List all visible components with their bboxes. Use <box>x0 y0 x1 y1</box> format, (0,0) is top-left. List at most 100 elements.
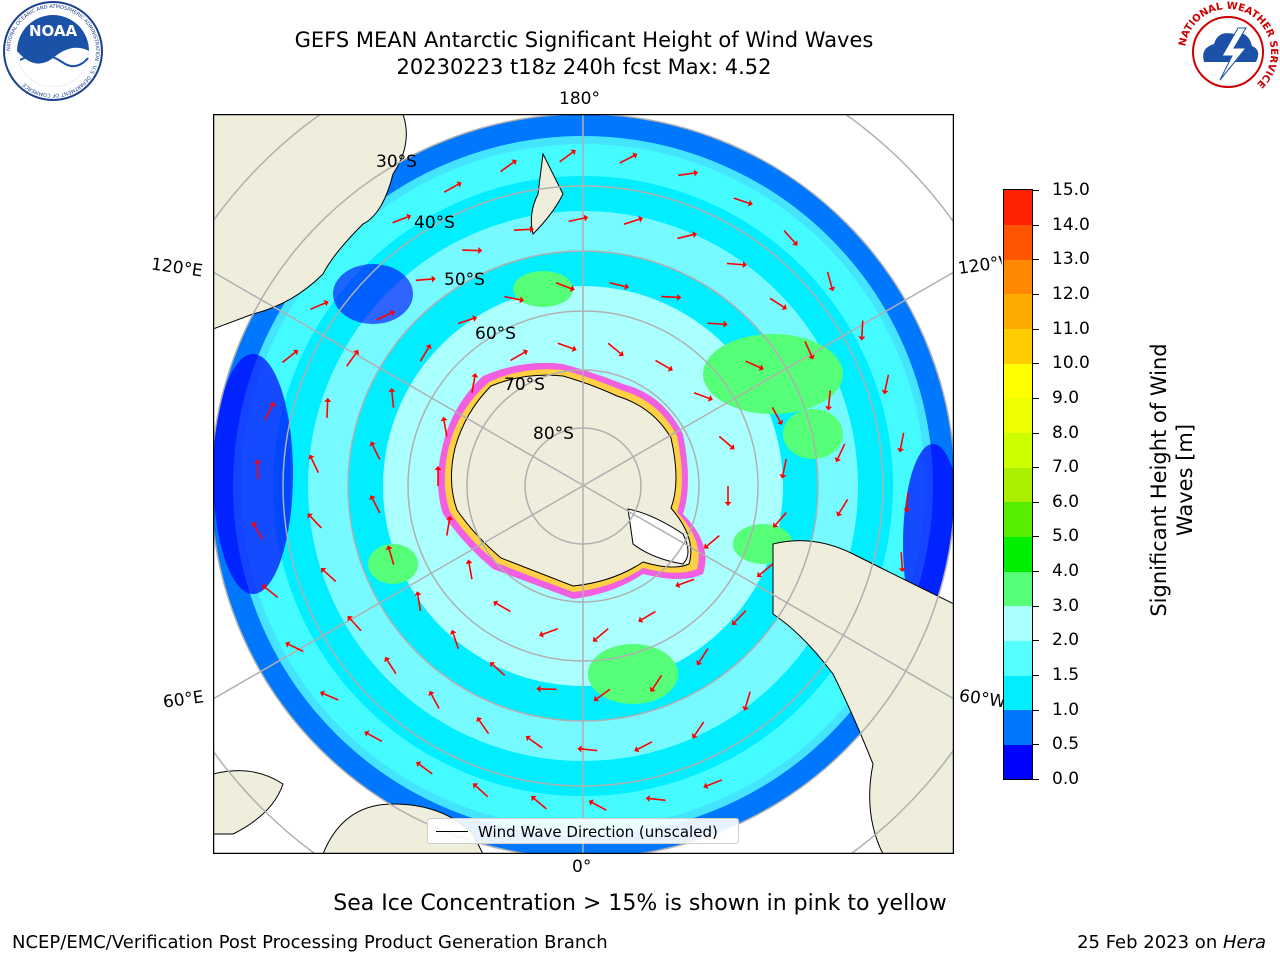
wave-arrow-head <box>756 571 763 578</box>
sea-ice-note: Sea Ice Concentration > 15% is shown in … <box>333 891 947 916</box>
wave-arrow-shaft <box>533 798 547 810</box>
colorbar-tick <box>1033 744 1039 746</box>
colorbar-tick-label: 1.0 <box>1052 699 1080 720</box>
wave-arrow-head <box>384 656 391 663</box>
colorbar-segment <box>1004 397 1032 434</box>
colorbar-tick-label: 4.0 <box>1052 561 1080 582</box>
wave-arrow-shaft <box>323 570 337 583</box>
colorbar-tick-label: 15.0 <box>1052 180 1090 200</box>
wave-arrow-shaft <box>775 512 787 526</box>
wave-arrow-head <box>385 545 393 551</box>
wave-arrow-head <box>269 402 276 408</box>
wave-arrow-shaft <box>555 282 572 290</box>
wave-arrow-head <box>724 502 732 506</box>
wave-arrow-head <box>696 660 703 666</box>
wave-arrow-shaft <box>264 586 279 598</box>
wave-arrow-shaft <box>619 155 635 164</box>
wave-arrow-shaft <box>771 406 781 422</box>
wave-arrow-shaft <box>591 801 607 811</box>
wave-arrow-head <box>707 395 713 402</box>
wave-arrow-head <box>618 350 624 357</box>
legend-line-swatch <box>436 831 468 833</box>
colorbar-tick <box>1033 432 1039 434</box>
wave-arrow-head <box>758 364 764 371</box>
wave-arrow-head <box>456 181 462 188</box>
wave-arrow-head <box>773 522 779 528</box>
wave-arrow-head <box>577 745 582 753</box>
colorbar-tick <box>1033 605 1039 607</box>
colorbar-segment <box>1004 293 1032 330</box>
wave-arrow-head <box>792 240 798 246</box>
wave-arrow-head <box>588 799 594 806</box>
wave-arrow-head <box>858 336 866 341</box>
wave-arrow-shaft <box>323 692 339 701</box>
wave-arrow-head <box>261 584 268 591</box>
wave-arrow-shaft <box>783 230 796 244</box>
wave-arrow-head <box>416 761 422 768</box>
colorbar-title-line1: Significant Height of Wind <box>1147 343 1171 617</box>
wave-arrow-shaft <box>559 151 573 163</box>
colorbar-title: Significant Height of Wind Waves [m] <box>1052 320 1280 640</box>
colorbar-tick-label: 6.0 <box>1052 491 1080 512</box>
wave-arrow-shaft <box>733 197 750 204</box>
colorbar-tick-label: 14.0 <box>1052 214 1090 235</box>
wave-arrow-shaft <box>706 779 723 787</box>
wave-arrow-shaft <box>415 278 432 282</box>
wave-arrow-shaft <box>281 351 296 364</box>
wave-arrow-shaft <box>309 302 326 311</box>
colorbar-segment <box>1004 709 1032 745</box>
colorbar-tick-label: 3.0 <box>1052 595 1080 616</box>
wave-arrow-head <box>353 349 359 356</box>
wave-arrow-head <box>254 459 262 464</box>
lon-label-60w: 60°W <box>957 686 1005 712</box>
footer-date: 25 Feb 2023 on Hera <box>1077 932 1266 954</box>
wave-arrow-head <box>624 283 630 290</box>
wave-arrow-shaft <box>326 401 329 418</box>
wave-arrow-head <box>406 213 412 221</box>
wave-arrow-shaft <box>457 317 474 325</box>
wave-arrow-head <box>434 466 442 470</box>
wave-arrow-head <box>428 690 435 697</box>
wave-arrow-shaft <box>655 359 670 370</box>
wave-arrow-head <box>389 309 395 317</box>
wave-arrow-head <box>529 225 534 233</box>
wave-arrow-head <box>729 444 735 450</box>
wave-arrow-head <box>323 299 329 307</box>
colorbar-segment <box>1004 744 1032 780</box>
colorbar-tick <box>1033 293 1039 295</box>
wave-arrow-head <box>364 730 370 737</box>
wave-arrow-head <box>703 543 710 549</box>
colorbar-tick-label: 0.0 <box>1052 769 1080 789</box>
lon-label-120w: 120°W <box>956 253 1004 279</box>
wave-arrow-head <box>693 169 699 177</box>
colorbar-tick <box>1033 501 1039 503</box>
colorbar-tick <box>1033 675 1039 677</box>
wave-arrow-head <box>476 717 483 723</box>
wave-arrow-head <box>897 447 905 453</box>
colorbar-tick <box>1033 467 1039 469</box>
wave-arrow-head <box>571 345 577 352</box>
wave-arrow-shaft <box>838 498 849 514</box>
wave-arrow-head <box>251 521 258 528</box>
wave-arrow-shaft <box>430 694 440 709</box>
wave-arrow-head <box>446 515 453 521</box>
map-legend: Wind Wave Direction (unscaled) <box>427 818 739 844</box>
colorbar-tick <box>1033 328 1039 330</box>
wave-arrow-head <box>691 733 698 739</box>
colorbar-tick-label: 12.0 <box>1052 283 1090 304</box>
wave-arrow-head <box>308 454 315 460</box>
colorbar <box>1003 189 1033 780</box>
colorbar-segment <box>1004 467 1032 503</box>
wave-arrow-head <box>779 473 787 479</box>
colorbar-tick <box>1033 397 1039 399</box>
wave-arrow-shaft <box>861 320 864 337</box>
wave-arrow-head <box>808 354 815 360</box>
wave-arrow-shaft <box>419 347 430 362</box>
wave-arrow-head <box>320 568 327 574</box>
wave-arrow-shaft <box>745 360 761 369</box>
wave-arrow-shaft <box>652 674 663 690</box>
wave-arrow-head <box>675 581 681 589</box>
wave-arrow-shaft <box>694 721 705 736</box>
wave-arrow-head <box>828 286 836 292</box>
wave-arrow-head <box>511 159 517 166</box>
